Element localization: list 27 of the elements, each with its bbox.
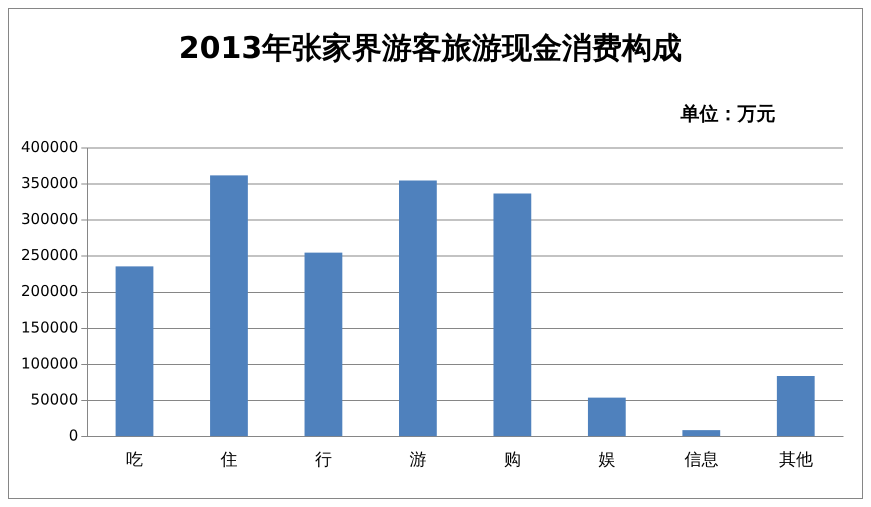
x-tick-label: 娱 xyxy=(598,450,616,470)
bar xyxy=(116,266,154,436)
y-tick-label: 50000 xyxy=(30,390,78,408)
x-tick-label: 行 xyxy=(314,450,332,470)
y-tick-label: 400000 xyxy=(20,138,78,156)
y-tick-label: 250000 xyxy=(20,246,78,264)
bar xyxy=(210,175,248,436)
y-tick-label: 350000 xyxy=(20,174,78,192)
chart-title: 2013年张家界游客旅游现金消费构成 xyxy=(178,30,682,66)
y-tick-label: 200000 xyxy=(20,282,78,300)
y-tick-label: 150000 xyxy=(20,318,78,336)
x-tick-label: 购 xyxy=(504,450,521,470)
x-tick-label: 吃 xyxy=(126,450,143,470)
bar xyxy=(776,376,815,436)
x-tick-label: 住 xyxy=(219,450,238,470)
y-tick-label: 0 xyxy=(68,426,78,444)
bar xyxy=(682,430,720,436)
x-tick-label: 游 xyxy=(409,450,426,470)
bar xyxy=(399,180,437,436)
text: 单位：万元 xyxy=(680,102,776,125)
y-tick-label: 100000 xyxy=(20,354,78,372)
y-tick-label: 300000 xyxy=(20,210,78,228)
x-tick-label: 其他 xyxy=(778,450,813,470)
bar xyxy=(588,398,626,436)
bar xyxy=(304,252,342,436)
bar xyxy=(493,193,532,436)
x-tick-label: 信息 xyxy=(684,450,718,470)
